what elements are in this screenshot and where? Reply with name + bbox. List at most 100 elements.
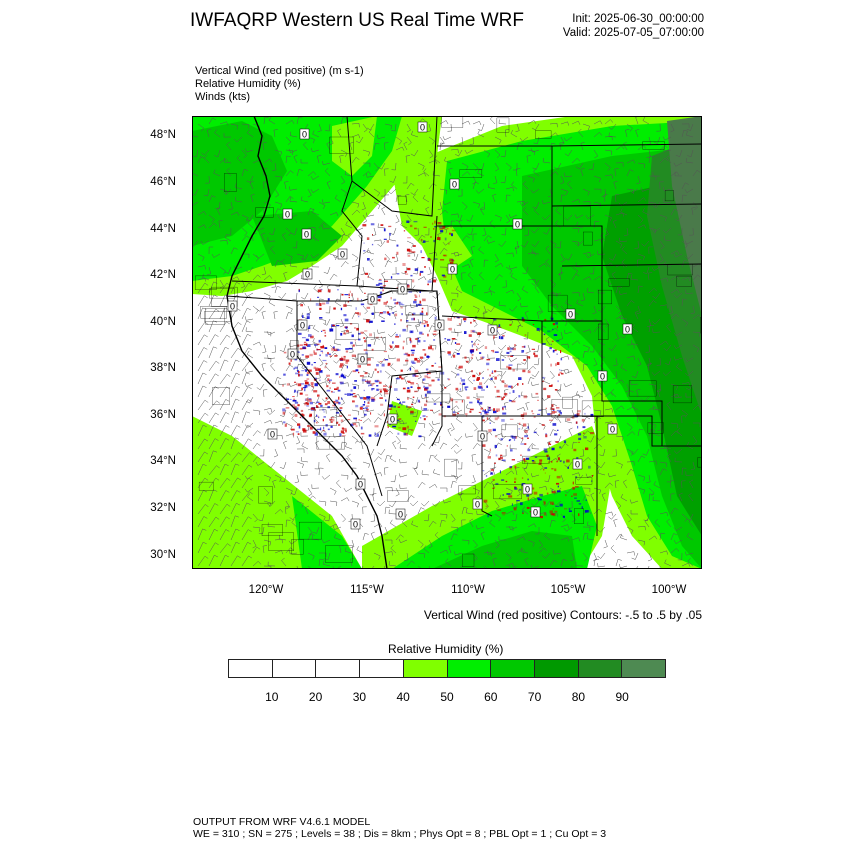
vertical-wind-cell: [335, 373, 339, 376]
vertical-wind-cell: [484, 409, 486, 411]
wind-barb: [670, 507, 679, 515]
vertical-wind-cell: [492, 428, 496, 432]
vertical-wind-cell: [345, 350, 349, 353]
wind-barb: [654, 519, 661, 528]
contour-label: 0: [387, 413, 398, 425]
county-boundary: [444, 458, 457, 477]
wind-barb: [556, 240, 562, 249]
wind-barb: [653, 481, 661, 489]
vertical-wind-cell: [492, 487, 495, 489]
vertical-wind-cell: [317, 415, 319, 417]
vertical-wind-cell: [367, 363, 371, 366]
wind-barb: [505, 470, 515, 476]
vertical-wind-cell: [357, 312, 361, 316]
wind-barb: [296, 253, 305, 260]
vertical-wind-cell: [494, 444, 497, 448]
wind-barb: [472, 443, 481, 450]
vertical-wind-cell: [509, 467, 512, 470]
vertical-wind-cell: [557, 485, 559, 488]
vertical-wind-cell: [379, 370, 382, 373]
vertical-wind-cell: [432, 222, 434, 225]
vertical-wind-cell: [422, 378, 426, 381]
county-boundary: [608, 278, 630, 287]
vertical-wind-cell: [527, 370, 531, 374]
wind-barb: [398, 473, 408, 478]
vertical-wind-cell: [523, 395, 527, 399]
vertical-wind-cell: [322, 408, 325, 411]
vertical-wind-cell: [471, 354, 474, 356]
wind-barb: [319, 552, 327, 557]
wind-barb: [542, 552, 551, 559]
vertical-wind-cell: [476, 348, 478, 351]
vertical-wind-cell: [493, 336, 495, 339]
wind-barb: [351, 393, 361, 399]
wind-barb: [543, 227, 551, 235]
wind-barb: [450, 474, 459, 481]
county-boundary: [335, 323, 359, 340]
wind-barb: [563, 383, 573, 388]
wind-barb: [368, 129, 375, 138]
wind-barb: [461, 235, 470, 242]
svg-text:0: 0: [515, 220, 520, 230]
vertical-wind-cell: [333, 348, 338, 351]
vertical-wind-cell: [350, 423, 354, 427]
wind-barb: [659, 468, 667, 476]
vertical-wind-cell: [562, 515, 565, 518]
wind-barb: [450, 533, 458, 541]
wind-barb: [384, 142, 389, 151]
wind-barb: [693, 422, 701, 427]
wind-barb: [325, 305, 331, 314]
wind-barb: [681, 129, 688, 138]
wind-barb: [281, 258, 287, 268]
vertical-wind-cell: [423, 418, 426, 421]
vertical-wind-cell: [551, 340, 554, 343]
vertical-wind-cell: [321, 330, 323, 332]
vertical-wind-cell: [407, 406, 412, 408]
vertical-wind-cell: [428, 346, 432, 350]
wind-barb: [307, 227, 316, 232]
vertical-wind-cell: [536, 327, 540, 331]
wind-barb: [681, 194, 687, 203]
wind-barb: [692, 274, 701, 281]
wind-barb: [560, 188, 568, 196]
vertical-wind-cell: [364, 292, 366, 294]
vertical-wind-cell: [351, 354, 356, 357]
wind-barb: [666, 401, 672, 411]
vertical-wind-cell: [525, 352, 528, 354]
wind-barb: [615, 305, 622, 314]
vertical-wind-cell: [512, 347, 516, 351]
wind-barb: [527, 251, 537, 256]
wind-barb: [647, 363, 653, 372]
wind-barb: [208, 214, 215, 223]
vertical-wind-cell: [544, 451, 548, 453]
wind-barb: [560, 136, 565, 146]
vertical-wind-cell: [399, 334, 401, 338]
vertical-wind-cell: [322, 429, 325, 432]
wind-barb: [362, 331, 369, 341]
wind-barb: [549, 429, 557, 437]
wind-barb: [219, 399, 230, 411]
wind-barb: [197, 489, 208, 502]
wind-barb: [411, 520, 419, 528]
wind-barb: [428, 520, 437, 528]
vertical-wind-cell: [538, 498, 542, 501]
wind-barb: [219, 321, 230, 333]
vertical-wind-cell: [451, 229, 456, 232]
vertical-wind-cell: [407, 254, 411, 257]
wind-barb: [218, 220, 223, 229]
vertical-wind-cell: [448, 378, 451, 381]
wind-barb: [360, 266, 365, 275]
wind-barb: [388, 561, 397, 567]
wind-barb: [263, 419, 273, 424]
wind-barb: [637, 214, 644, 223]
wind-barb: [450, 443, 459, 450]
wind-barb: [388, 500, 397, 508]
wind-barb: [322, 435, 331, 443]
wind-barb: [428, 251, 438, 257]
vertical-wind-cell: [518, 422, 521, 425]
wind-barb: [219, 503, 231, 515]
vertical-wind-cell: [558, 410, 561, 413]
wind-barb: [321, 539, 331, 544]
wind-barb: [206, 266, 212, 276]
vertical-wind-cell: [295, 372, 299, 375]
